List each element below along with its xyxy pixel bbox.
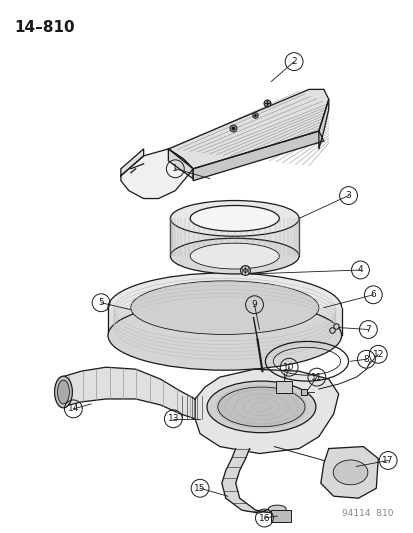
Polygon shape <box>221 449 285 513</box>
Text: 7: 7 <box>365 325 370 334</box>
Polygon shape <box>318 99 328 149</box>
Polygon shape <box>170 219 298 256</box>
FancyBboxPatch shape <box>271 510 290 522</box>
Text: 14: 14 <box>67 405 79 414</box>
Text: 94114  810: 94114 810 <box>341 509 392 518</box>
Ellipse shape <box>190 206 279 231</box>
Text: 1: 1 <box>172 164 178 173</box>
Text: 12: 12 <box>372 350 383 359</box>
FancyBboxPatch shape <box>275 381 292 393</box>
Ellipse shape <box>170 238 298 274</box>
Ellipse shape <box>332 460 367 485</box>
Polygon shape <box>121 149 143 176</box>
Ellipse shape <box>206 381 315 433</box>
Ellipse shape <box>108 301 341 370</box>
Text: 5: 5 <box>98 298 104 307</box>
Polygon shape <box>168 149 193 179</box>
Text: 11: 11 <box>311 373 322 382</box>
Ellipse shape <box>190 243 279 269</box>
Polygon shape <box>195 369 338 454</box>
Ellipse shape <box>268 505 285 513</box>
Text: 4: 4 <box>357 265 362 274</box>
Polygon shape <box>108 308 341 335</box>
Ellipse shape <box>55 376 72 408</box>
Text: 8: 8 <box>363 355 368 364</box>
Ellipse shape <box>131 281 318 335</box>
Ellipse shape <box>217 387 304 427</box>
Text: 14–810: 14–810 <box>14 20 74 35</box>
Text: 2: 2 <box>291 57 296 66</box>
Text: 15: 15 <box>194 484 205 492</box>
Text: 13: 13 <box>167 414 179 423</box>
Text: 10: 10 <box>283 363 294 372</box>
Polygon shape <box>168 90 328 169</box>
Ellipse shape <box>57 380 69 404</box>
Polygon shape <box>320 447 377 498</box>
Text: 3: 3 <box>345 191 351 200</box>
Polygon shape <box>193 131 323 181</box>
Ellipse shape <box>170 200 298 236</box>
Polygon shape <box>121 149 193 198</box>
Text: 17: 17 <box>382 456 393 465</box>
Text: 6: 6 <box>370 290 375 299</box>
Polygon shape <box>62 367 195 419</box>
Text: 9: 9 <box>251 300 257 309</box>
Ellipse shape <box>108 273 341 342</box>
Text: 16: 16 <box>258 513 270 522</box>
